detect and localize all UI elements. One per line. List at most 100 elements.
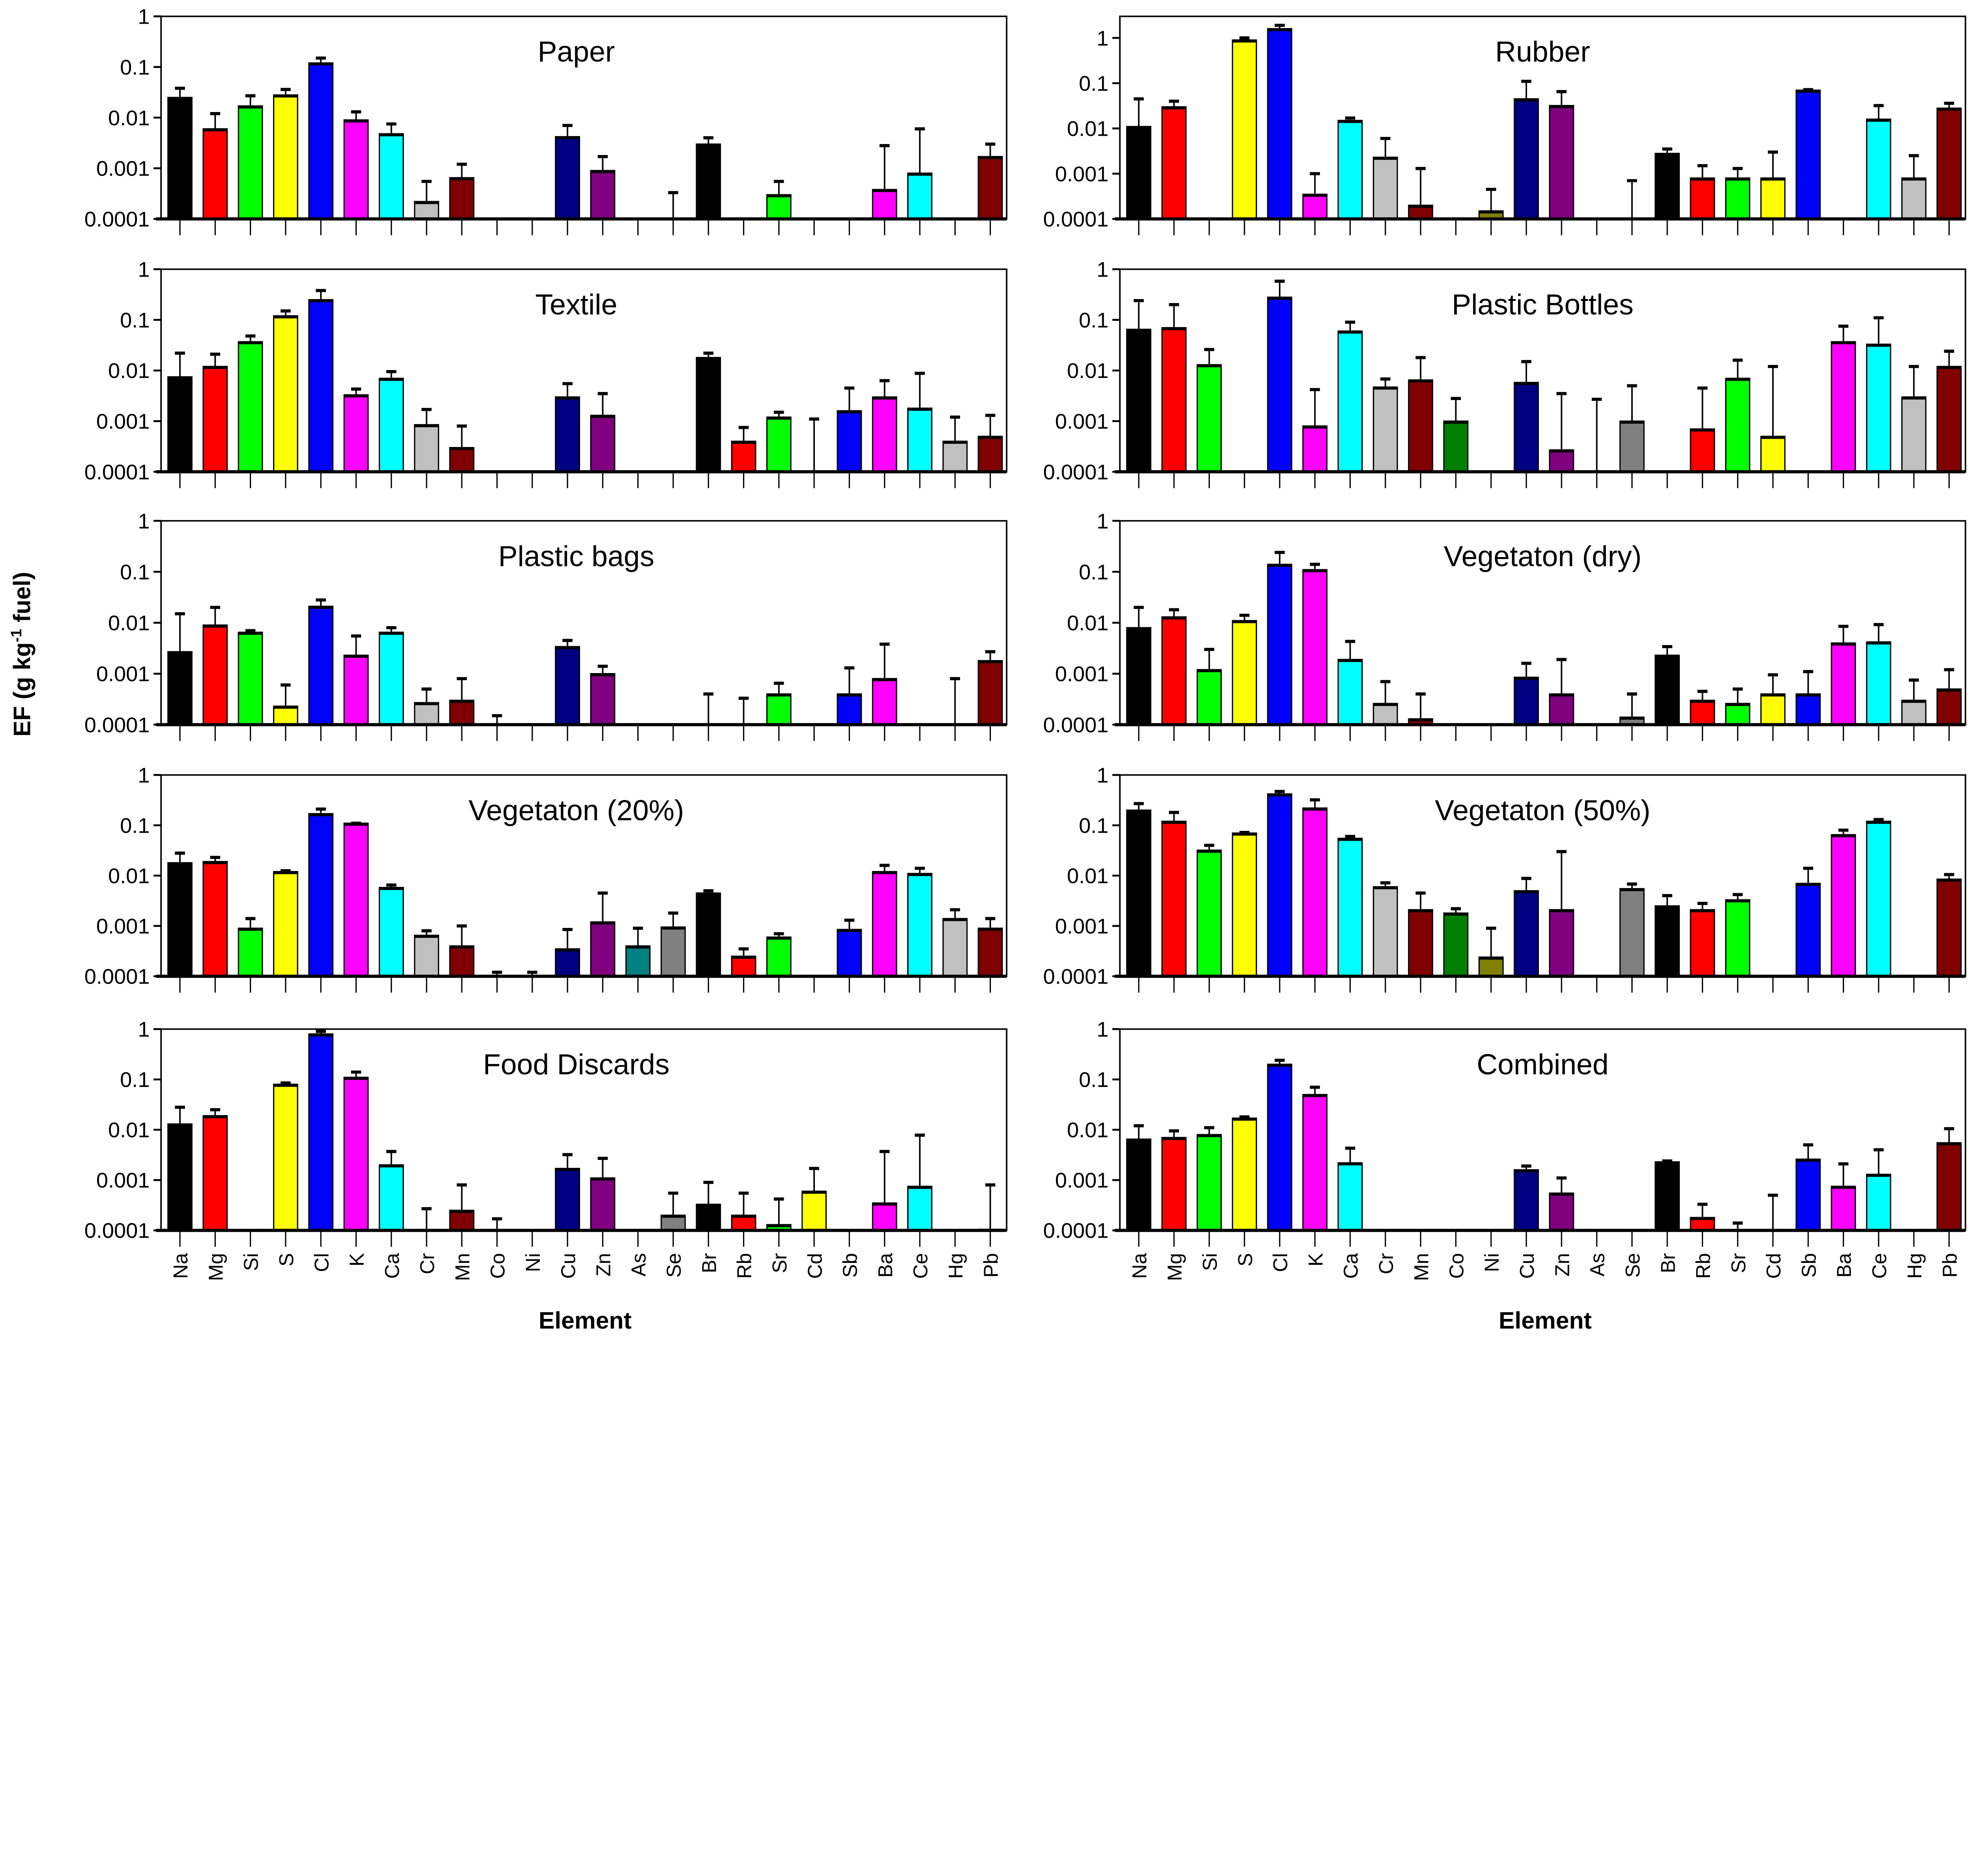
bar-sr (766, 416, 792, 473)
bar-sr (1725, 899, 1750, 977)
category-label: Ce (1868, 1253, 1891, 1279)
y-tick-label: 0.1 (120, 309, 150, 332)
bar-ba (872, 396, 897, 473)
y-tick-label: 0.01 (108, 612, 150, 635)
bar-cl (308, 62, 334, 220)
bar-si (1196, 849, 1222, 977)
bar-ce (1866, 641, 1891, 726)
y-tick-label: 0.0001 (1043, 460, 1109, 484)
bar-si (238, 105, 263, 220)
bar-cd (1760, 436, 1786, 473)
bar-mn (449, 700, 475, 726)
bar-zn (1549, 1192, 1574, 1231)
bar-si (1196, 669, 1222, 726)
bar-pb (977, 156, 1003, 220)
bar-br (1655, 905, 1680, 977)
bar-k (343, 655, 369, 726)
bar-s (273, 871, 298, 977)
category-label: K (346, 1253, 368, 1266)
y-tick-label: 0.01 (1067, 117, 1108, 141)
bar-se (1619, 420, 1645, 473)
panel-title: Vegetaton (dry) (1444, 540, 1642, 572)
y-tick-label: 0.1 (1079, 1068, 1108, 1092)
bar-ce (1866, 1173, 1891, 1231)
category-label: Si (240, 1253, 262, 1271)
bar-sb (1795, 693, 1821, 726)
y-axis-label: EF (g kg-1 fuel) (8, 572, 35, 737)
bar-cu (555, 646, 580, 726)
bar-cu (555, 396, 580, 473)
bar-sb (1795, 1158, 1821, 1231)
panel-title: Paper (538, 36, 615, 68)
bar-si (1196, 1134, 1222, 1231)
bar-mn (1408, 909, 1434, 977)
category-label: Cr (416, 1253, 438, 1274)
y-tick-label: 0.1 (1079, 814, 1108, 838)
bar-zn (590, 170, 616, 220)
category-label: Ca (1340, 1253, 1362, 1279)
category-label: Rb (733, 1253, 756, 1279)
bar-k (1302, 425, 1328, 473)
category-label: Mg (1163, 1253, 1186, 1281)
bar-ba (1831, 642, 1856, 726)
bar-na (1126, 1138, 1151, 1231)
y-tick-label: 0.1 (120, 814, 150, 838)
bar-zn (590, 921, 616, 977)
y-tick-label: 0.01 (108, 864, 150, 888)
bar-zn (590, 415, 616, 473)
bar-br (696, 1203, 721, 1231)
bar-sr (766, 693, 792, 726)
bar-k (343, 394, 369, 473)
category-label: Na (1128, 1253, 1151, 1279)
bar-br (696, 892, 721, 977)
bar-ca (378, 1164, 404, 1231)
x-axis-label-left: Element (539, 1307, 632, 1334)
y-axis-label-superscript: -1 (8, 629, 25, 642)
bar-zn (1549, 449, 1574, 473)
bar-cl (1267, 1063, 1292, 1231)
bar-sr (1725, 703, 1750, 726)
category-label: Br (698, 1253, 720, 1273)
bar-cu (555, 136, 580, 220)
category-label: Ba (874, 1253, 897, 1277)
y-tick-label: 0.01 (1067, 359, 1108, 383)
bar-ce (907, 873, 932, 977)
bar-cd (1760, 693, 1786, 726)
bar-sr (1725, 378, 1750, 473)
category-label: Rb (1692, 1253, 1715, 1279)
bar-k (343, 119, 369, 220)
bar-pb (977, 660, 1003, 726)
category-label: Cl (310, 1253, 333, 1272)
bar-sr (766, 194, 792, 220)
y-tick-label: 0.1 (120, 1068, 150, 1092)
panel-plastic-bags: 1 0.1 0.01 0.001 0.0001 Plastic bags (84, 509, 1007, 741)
bar-zn (590, 1177, 616, 1231)
bar-s (1232, 39, 1257, 220)
bar-zn (1549, 105, 1574, 220)
y-tick-label: 0.1 (120, 560, 150, 584)
bar-mn (1408, 379, 1434, 473)
bar-mg (202, 1115, 228, 1231)
bar-cr (1372, 386, 1398, 473)
bar-ce (907, 408, 932, 473)
category-label: Pb (1939, 1253, 1961, 1277)
bar-cd (801, 1190, 827, 1231)
bar-k (343, 1077, 369, 1231)
bar-mg (1161, 106, 1187, 220)
category-label: Ni (522, 1253, 544, 1272)
bar-mn (449, 945, 475, 977)
y-tick-label: 0.001 (1055, 662, 1109, 686)
category-label: Co (487, 1253, 509, 1279)
category-label: Cl (1269, 1253, 1292, 1272)
y-tick-label: 0.001 (96, 157, 150, 181)
bar-cu (1514, 382, 1539, 473)
category-label: Na (169, 1253, 192, 1279)
bar-br (696, 357, 721, 473)
y-tick-label: 0.0001 (84, 965, 150, 989)
y-tick-label: 0.0001 (1043, 1219, 1109, 1243)
category-label: S (275, 1253, 298, 1266)
category-label: Cu (1516, 1253, 1538, 1279)
bar-br (1655, 1161, 1680, 1231)
y-tick-label: 0.01 (1067, 1118, 1108, 1142)
bar-hg (1901, 396, 1927, 473)
